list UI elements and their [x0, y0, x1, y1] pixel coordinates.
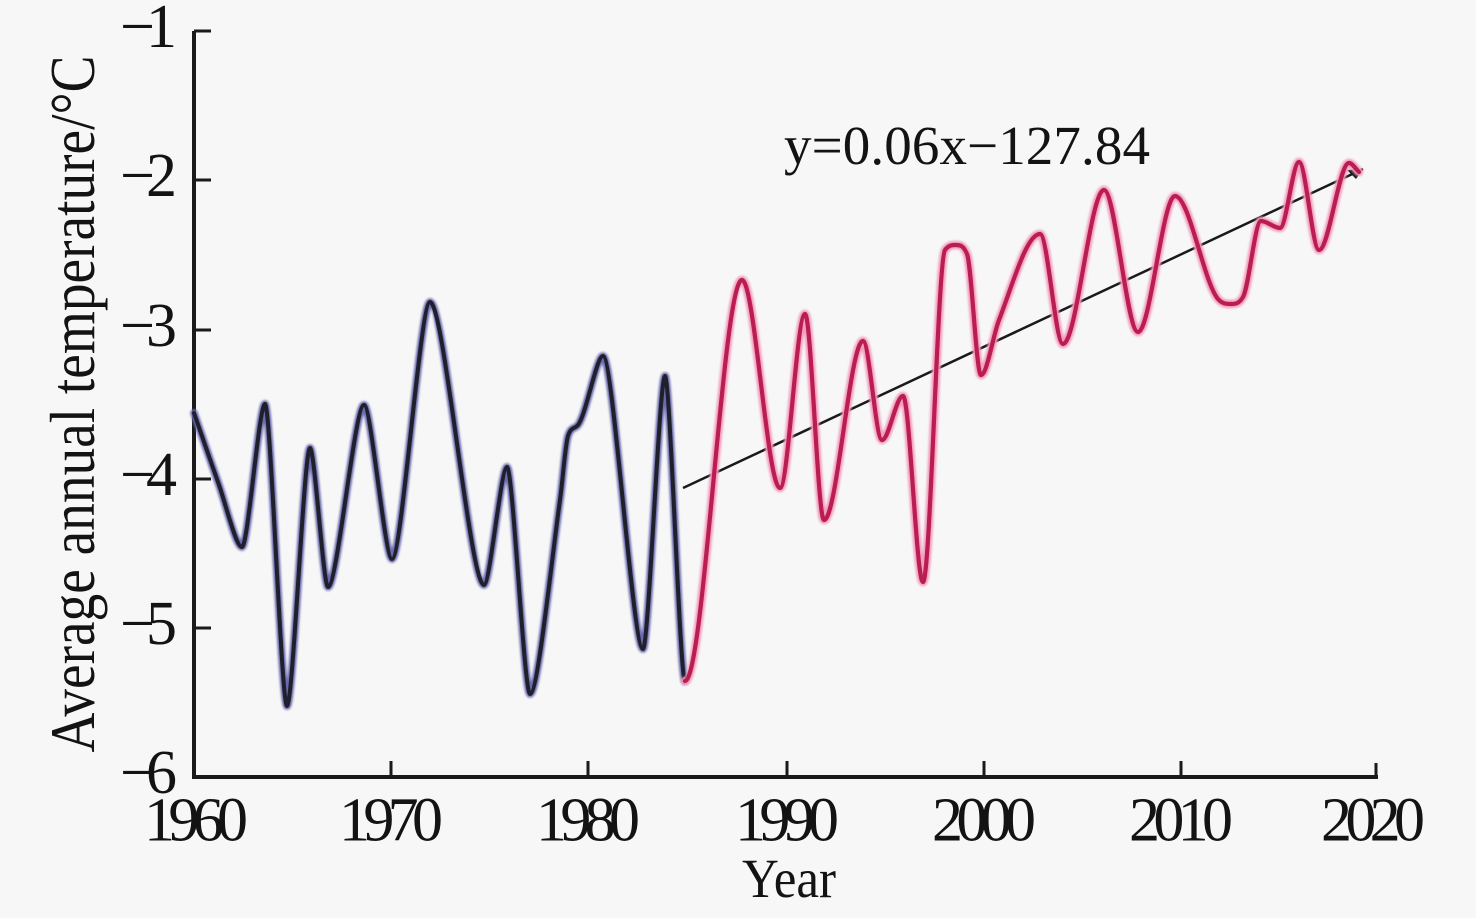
svg-text:−6: −6 [120, 739, 177, 807]
svg-text:y=0.06x−127.84: y=0.06x−127.84 [784, 115, 1150, 176]
svg-text:−1: −1 [120, 0, 177, 61]
svg-text:−5: −5 [120, 590, 177, 658]
svg-text:−3: −3 [120, 292, 177, 360]
svg-text:2010: 2010 [1129, 787, 1233, 855]
svg-text:1980: 1980 [536, 787, 640, 855]
svg-text:2000: 2000 [932, 787, 1036, 855]
svg-text:1960: 1960 [144, 787, 248, 855]
svg-text:−4: −4 [120, 441, 177, 509]
svg-text:Average annual temperature/°C: Average annual temperature/°C [37, 56, 108, 753]
svg-text:Year: Year [742, 848, 836, 909]
svg-text:−2: −2 [120, 142, 177, 210]
svg-text:1990: 1990 [735, 787, 839, 855]
svg-text:1970: 1970 [339, 787, 443, 855]
svg-text:2020: 2020 [1321, 787, 1425, 855]
